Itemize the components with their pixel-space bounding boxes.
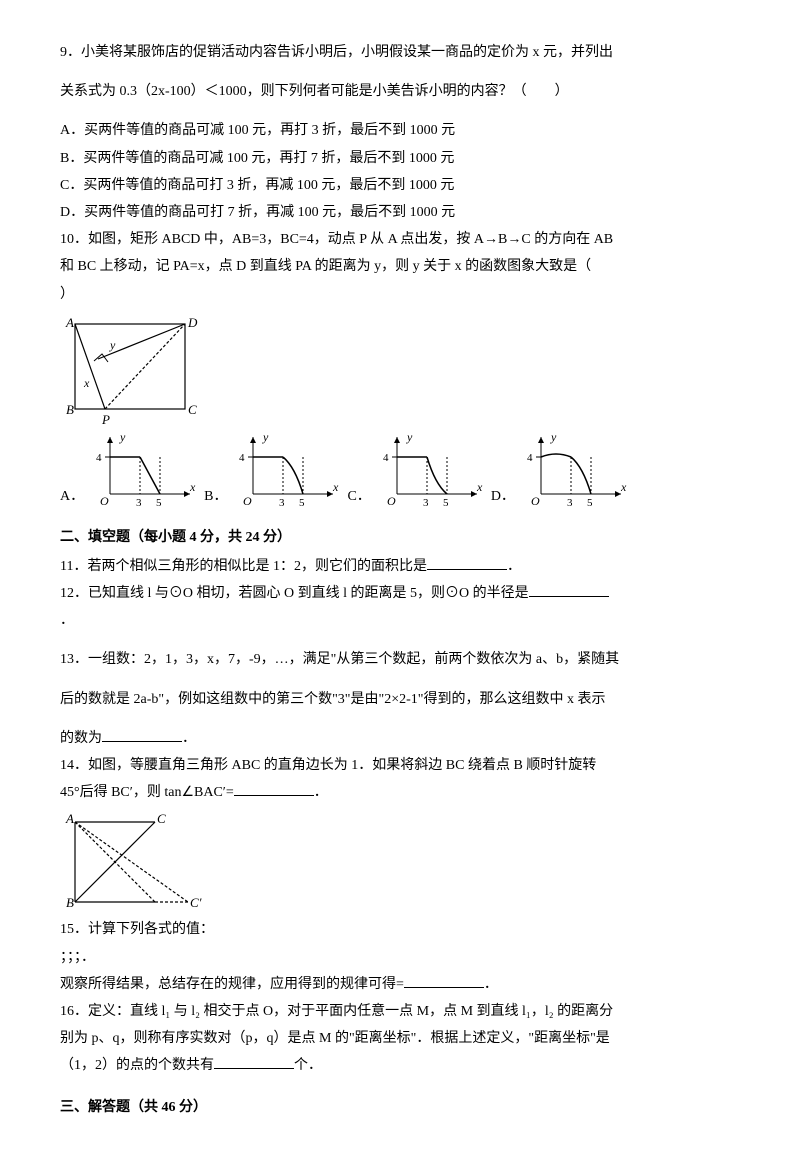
q16-blank (214, 1055, 294, 1069)
svg-text:C′: C′ (190, 895, 202, 910)
svg-text:4: 4 (383, 452, 389, 464)
svg-text:4: 4 (96, 452, 102, 464)
svg-text:y: y (109, 338, 116, 352)
q10-stem-line3: ） (60, 282, 740, 307)
svg-text:C: C (157, 811, 166, 826)
q14-blank (234, 782, 314, 796)
svg-text:C: C (188, 402, 197, 417)
q12-text: 12．已知直线 l 与⊙O 相切，若圆心 O 到直线 l 的距离是 5，则⊙O … (60, 586, 529, 601)
svg-text:P: P (101, 412, 110, 427)
q9-choice-d: D．买两件等值的商品可打 7 折，再减 100 元，最后不到 1000 元 (60, 200, 740, 225)
q11-blank (427, 556, 507, 570)
q12-end: ． (60, 608, 740, 633)
q10-choices-row: A． y x O 4 3 5 B． y x O (60, 429, 740, 509)
q10-choice-b-label: B． (204, 484, 227, 509)
q10-choice-c-label: C． (347, 484, 370, 509)
q16-line3: （1，2）的点的个数共有 个． (60, 1053, 740, 1078)
svg-text:4: 4 (527, 452, 533, 464)
q10-stem-line1: 10．如图，矩形 ABCD 中，AB=3，BC=4，动点 P 从 A 点出发，按… (60, 227, 740, 252)
q14-diagram: A B C C′ (60, 807, 740, 917)
section-2-title: 二、填空题（每小题 4 分，共 24 分） (60, 525, 740, 550)
svg-text:x: x (83, 376, 90, 390)
q16-line1: 16．定义：直线 l₁ 与 l₂ 相交于点 O，对于平面内任意一点 M，点 M … (60, 999, 740, 1024)
svg-text:A: A (65, 811, 74, 826)
q9-choice-c: C．买两件等值的商品可打 3 折，再减 100 元，最后不到 1000 元 (60, 173, 740, 198)
q15-line1: 15．计算下列各式的值： (60, 917, 740, 942)
q9-choice-a: A．买两件等值的商品可减 100 元，再打 3 折，最后不到 1000 元 (60, 118, 740, 143)
svg-text:O: O (531, 494, 540, 508)
q10-choice-a-graph: y x O 4 3 5 (90, 429, 200, 509)
q13-end: ． (182, 731, 196, 746)
svg-text:O: O (243, 494, 252, 508)
svg-text:3: 3 (423, 497, 429, 509)
q13-line1: 13．一组数：2，1，3，x，7，-9，…，满足"从第三个数起，前两个数依次为 … (60, 647, 740, 672)
q14-end: ． (314, 785, 328, 800)
q11-end: ． (507, 559, 521, 574)
q10-choice-d-graph: y x O 4 3 5 (521, 429, 631, 509)
svg-text:x: x (620, 480, 627, 494)
svg-text:D: D (187, 315, 198, 330)
q16-line2: 别为 p、q，则称有序实数对（p，q）是点 M 的"距离坐标"．根据上述定义，"… (60, 1026, 740, 1051)
svg-text:5: 5 (156, 497, 162, 509)
q15-end: ． (484, 977, 498, 992)
q10-choice-c-graph: y x O 4 3 5 (377, 429, 487, 509)
q15-line3: 观察所得结果，总结存在的规律，应用得到的规律可得= ． (60, 972, 740, 997)
svg-text:3: 3 (136, 497, 142, 509)
q15-blank (404, 974, 484, 988)
q16-text3: （1，2）的点的个数共有 (60, 1058, 214, 1073)
q13-blank (102, 728, 182, 742)
q10-choice-a-label: A． (60, 484, 84, 509)
q16-end: 个． (294, 1058, 322, 1073)
svg-text:y: y (262, 430, 269, 444)
svg-text:B: B (66, 402, 74, 417)
q13-line2: 后的数就是 2a-b"，例如这组数中的第三个数"3"是由"2×2-1"得到的，那… (60, 687, 740, 712)
q11: 11．若两个相似三角形的相似比是 1：2，则它们的面积比是 ． (60, 554, 740, 579)
svg-text:B: B (66, 895, 74, 910)
q12: 12．已知直线 l 与⊙O 相切，若圆心 O 到直线 l 的距离是 5，则⊙O … (60, 581, 740, 606)
q10-choice-b-graph: y x O 4 3 5 (233, 429, 343, 509)
q15-text3: 观察所得结果，总结存在的规律，应用得到的规律可得= (60, 977, 404, 992)
svg-text:5: 5 (299, 497, 305, 509)
svg-text:x: x (189, 480, 196, 494)
q13-text3: 的数为 (60, 731, 102, 746)
section-3-title: 三、解答题（共 46 分） (60, 1095, 740, 1120)
svg-text:3: 3 (567, 497, 573, 509)
q11-text: 11．若两个相似三角形的相似比是 1：2，则它们的面积比是 (60, 559, 427, 574)
q14-text2: 45°后得 BC′，则 tan∠BAC′= (60, 785, 234, 800)
q14-line1: 14．如图，等腰直角三角形 ABC 的直角边长为 1．如果将斜边 BC 绕着点 … (60, 753, 740, 778)
q12-blank (529, 583, 609, 597)
q14-line2: 45°后得 BC′，则 tan∠BAC′= ． (60, 780, 740, 805)
svg-text:x: x (476, 480, 483, 494)
q10-rect-diagram: A B C D P x y (60, 309, 740, 429)
q10-stem-line2: 和 BC 上移动，记 PA=x，点 D 到直线 PA 的距离为 y，则 y 关于… (60, 254, 740, 279)
svg-text:y: y (550, 430, 557, 444)
q15-line2: ；；；． (60, 945, 740, 970)
svg-text:5: 5 (443, 497, 449, 509)
svg-text:x: x (332, 480, 339, 494)
svg-text:A: A (65, 315, 74, 330)
svg-text:y: y (119, 430, 126, 444)
q9-stem-line2: 关系式为 0.3（2x-100）＜1000，则下列何者可能是小美告诉小明的内容？… (60, 79, 740, 104)
q9-stem-line1: 9．小美将某服饰店的促销活动内容告诉小明后，小明假设某一商品的定价为 x 元，并… (60, 40, 740, 65)
svg-text:O: O (387, 494, 396, 508)
svg-text:3: 3 (279, 497, 285, 509)
q13-line3: 的数为 ． (60, 726, 740, 751)
q9-choice-b: B．买两件等值的商品可减 100 元，再打 7 折，最后不到 1000 元 (60, 146, 740, 171)
q10-choice-d-label: D． (491, 484, 515, 509)
svg-text:O: O (100, 494, 109, 508)
svg-text:y: y (406, 430, 413, 444)
svg-text:5: 5 (587, 497, 593, 509)
svg-text:4: 4 (239, 452, 245, 464)
